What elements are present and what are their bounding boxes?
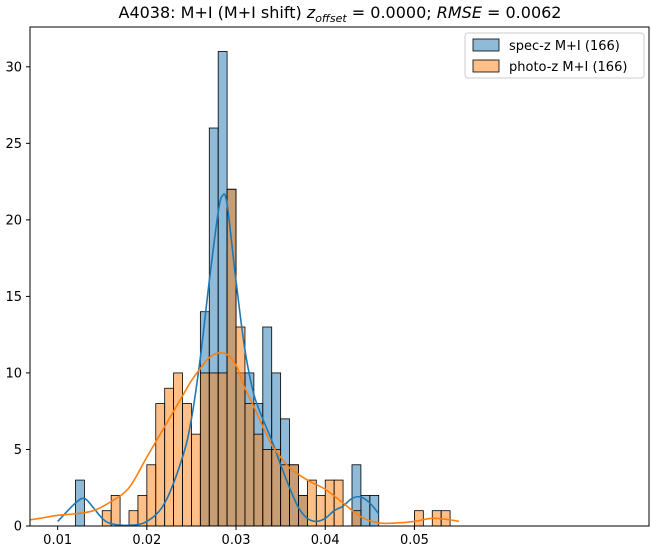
bar-photo-15 xyxy=(244,403,255,527)
legend-swatch-spec xyxy=(472,38,500,52)
chart-title: A4038: M+I (M+I shift) zoffset = 0.0000;… xyxy=(119,3,562,25)
legend-label-spec: spec-z M+I (166) xyxy=(509,39,620,54)
legend-label-photo: photo-z M+I (166) xyxy=(509,60,627,75)
x-tick-label: 0.02 xyxy=(132,533,161,548)
y-tick-label: 0 xyxy=(14,520,22,535)
bar-photo-17 xyxy=(262,449,273,527)
title-offset-sub: offset xyxy=(315,12,347,25)
kde-line-spec xyxy=(57,193,380,527)
x-tick-label: 0.05 xyxy=(400,533,429,548)
bar-photo-25 xyxy=(333,479,344,527)
kde-line-photo xyxy=(29,351,460,525)
bar-photo-12 xyxy=(217,372,228,527)
bar-photo-2 xyxy=(128,510,139,527)
x-tick-label: 0.03 xyxy=(222,533,251,548)
title-z: z xyxy=(306,3,316,22)
y-tick-label: 25 xyxy=(5,137,22,152)
bar-photo-16 xyxy=(253,433,264,527)
bar-photo-19 xyxy=(280,464,290,527)
bar-photo-6 xyxy=(164,387,175,527)
legend-swatch-photo xyxy=(472,59,500,73)
bar-photo-5 xyxy=(155,403,166,527)
title-rmse-value: = 0.0062 xyxy=(482,3,562,22)
x-tick-label: 0.04 xyxy=(311,533,340,548)
axes-layer: 0.01 0.02 0.03 0.04 0.05 0 5 10 15 20 25 30 xyxy=(5,60,428,548)
legend-box xyxy=(464,32,645,79)
plot-frame xyxy=(29,26,650,527)
bar-photo-14 xyxy=(235,326,246,527)
bar-photo-7 xyxy=(173,372,183,527)
bar-photo-9 xyxy=(191,433,201,527)
bar-photo-11 xyxy=(208,372,219,527)
y-tick-label: 30 xyxy=(5,60,22,75)
bar-photo-10 xyxy=(199,372,210,527)
y-tick-label: 5 xyxy=(14,443,22,458)
y-tick-label: 10 xyxy=(5,366,22,381)
y-tick-label: 15 xyxy=(5,290,22,305)
title-offset-value: = 0.0000; xyxy=(347,3,437,22)
bar-spec-0 xyxy=(75,479,85,527)
bar-photo-27 xyxy=(414,510,424,527)
y-tick-label: 20 xyxy=(5,213,22,228)
x-tick-label: 0.01 xyxy=(43,533,72,548)
title-rmse: RMSE xyxy=(437,3,483,22)
bars-layer xyxy=(75,51,451,527)
legend: spec-z M+I (166) photo-z M+I (166) xyxy=(464,32,645,79)
title-prefix: A4038: M+I (M+I shift) xyxy=(119,3,307,22)
bar-photo-24 xyxy=(324,479,335,527)
kde-layer xyxy=(29,193,460,527)
